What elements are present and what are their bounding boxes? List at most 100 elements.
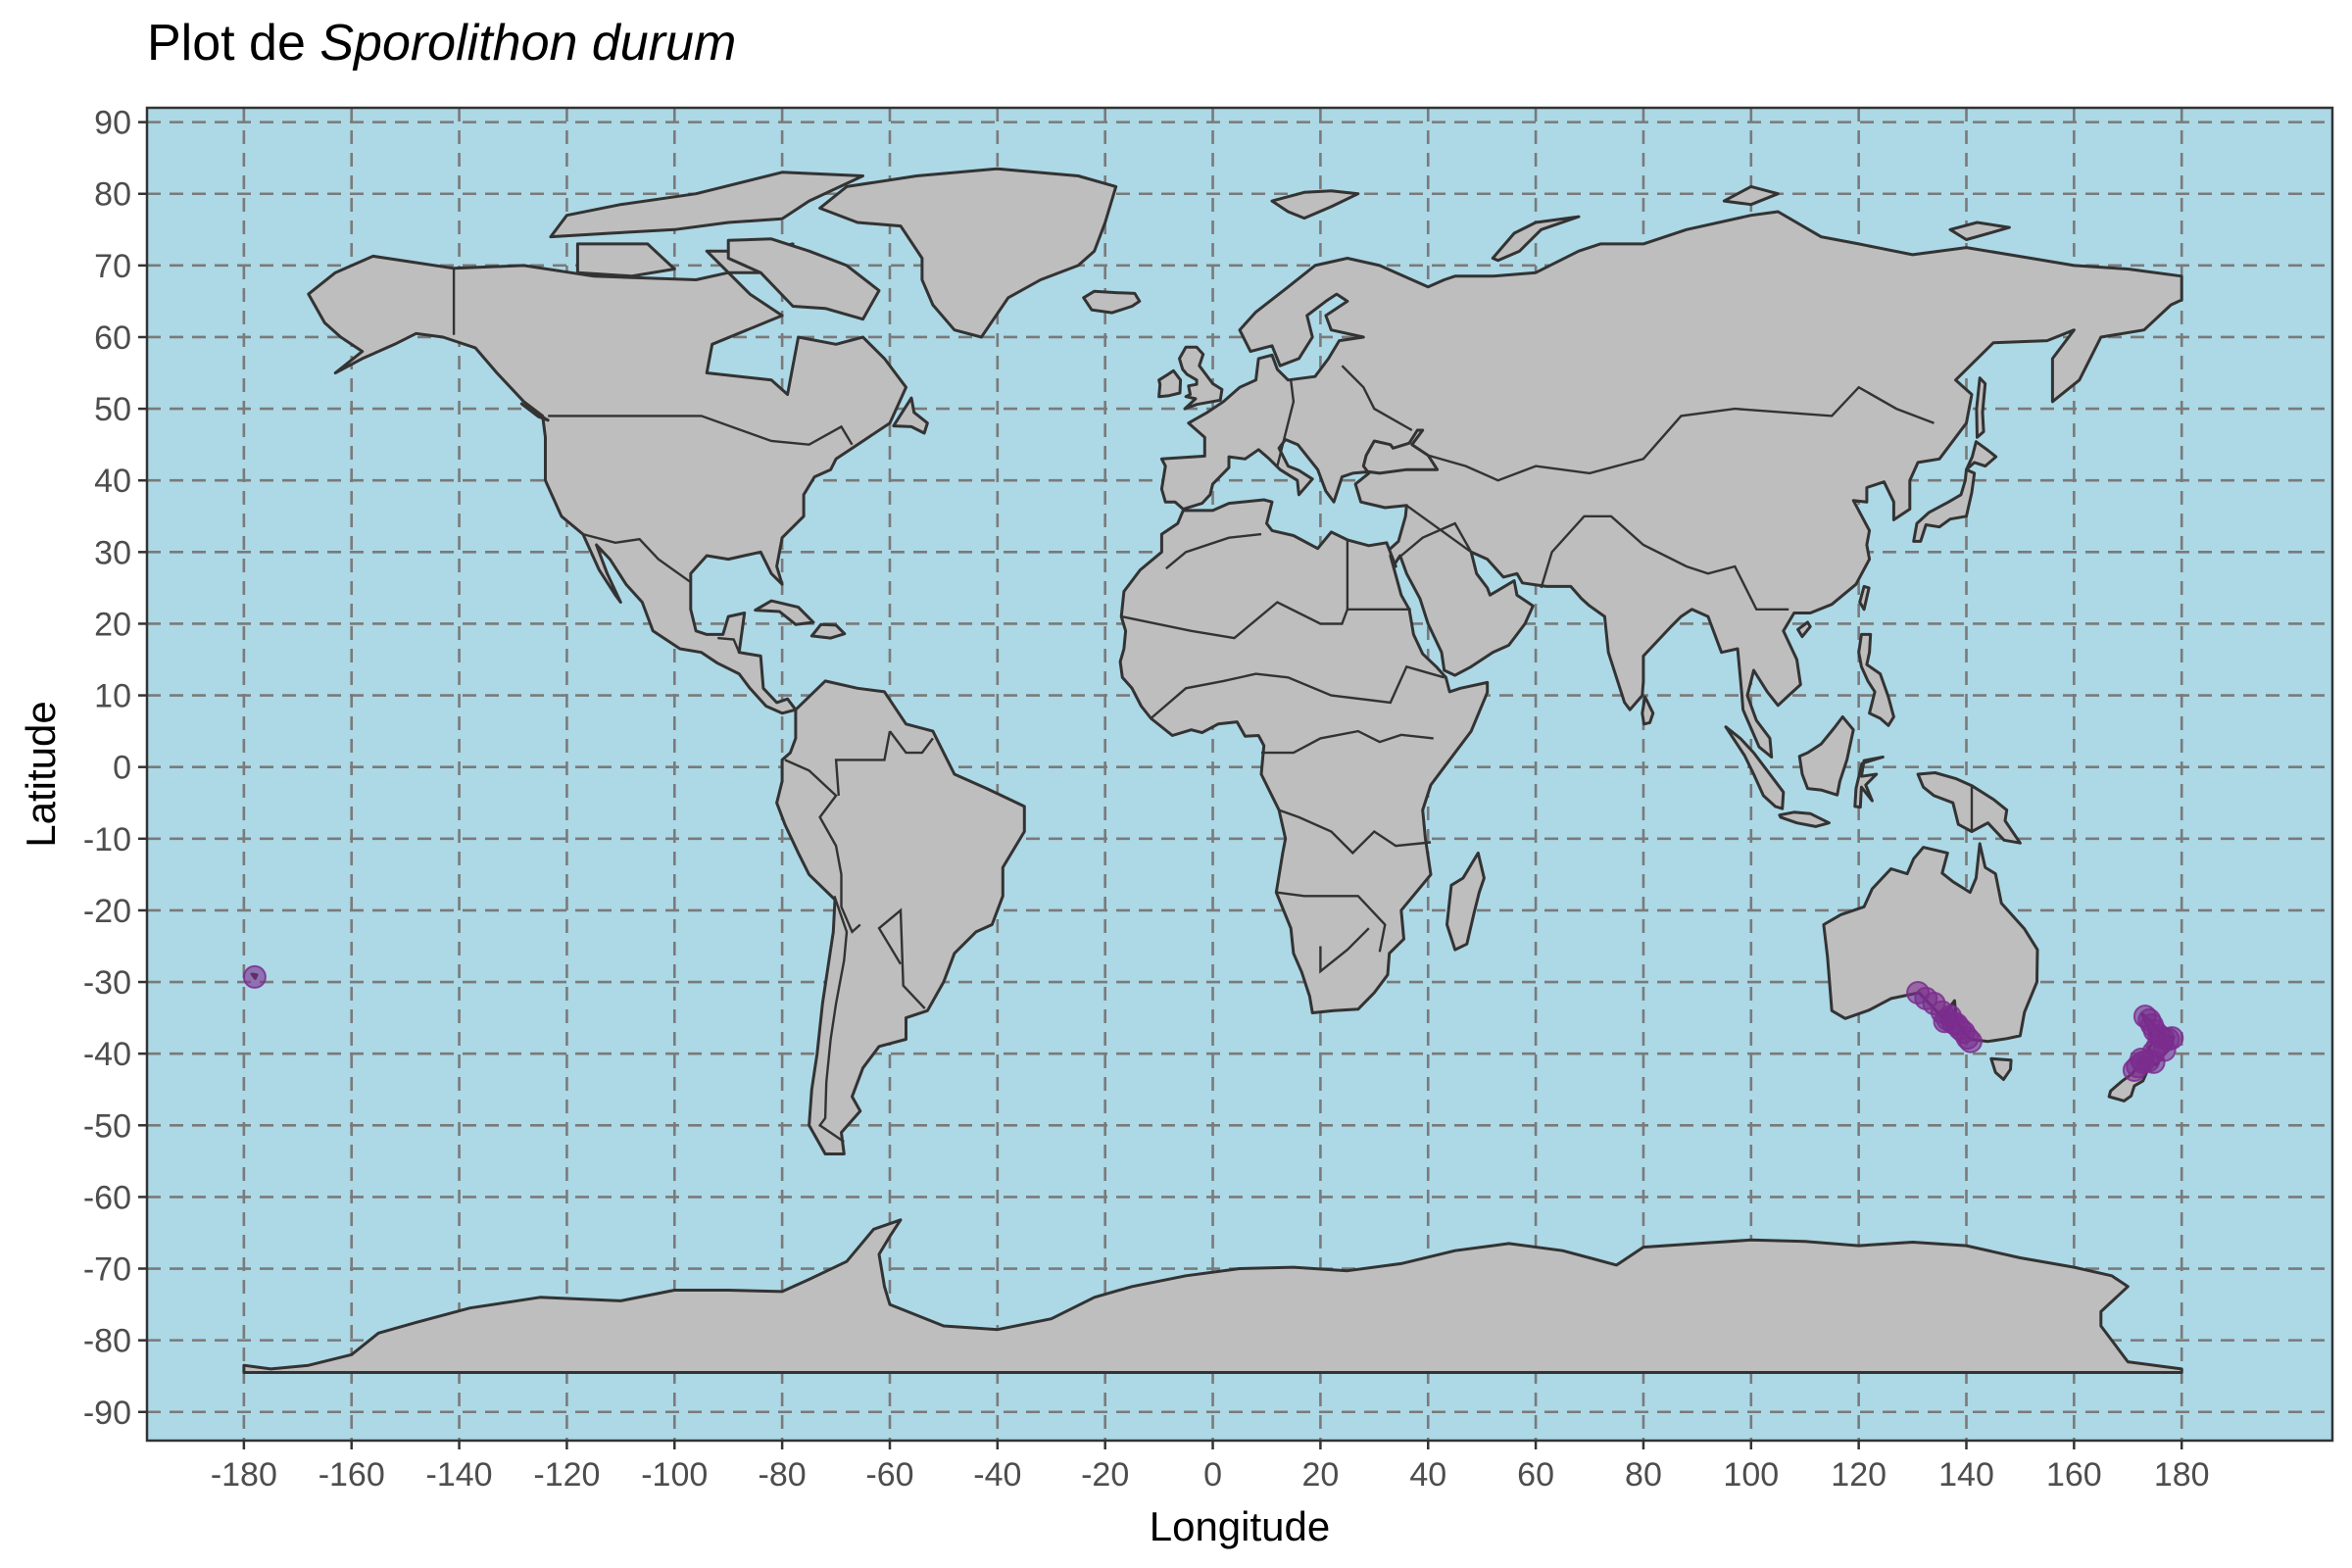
country-border [548,415,854,446]
y-tick-label: -10 [83,821,131,858]
country-border [1120,601,1349,640]
country-border [1165,532,1262,570]
y-tick-label: -80 [83,1323,131,1360]
land-vancouver-island [519,402,550,422]
y-tick-label: -20 [83,893,131,930]
occurrence-point [242,964,267,989]
country-border [1276,891,1387,953]
land-severnaya-zemlya [1722,184,1780,207]
y-tick-label: -40 [83,1036,131,1073]
y-tick-label: 30 [94,534,131,571]
land-baffin-island [726,237,881,321]
land-java [1778,810,1831,828]
land-arctic-islands [549,171,864,239]
y-tick-label: -50 [83,1107,131,1145]
land-novaya-zemlya [1491,215,1581,263]
y-tick-label: -30 [83,964,131,1002]
title-species: Sporolithon durum [319,15,737,72]
y-tick-label: 50 [94,391,131,428]
land-sulawesi [1853,756,1885,809]
x-tick-label: -80 [759,1456,807,1494]
country-border [1341,365,1413,432]
land-iceland [1082,289,1142,315]
country-border [1427,385,1935,482]
y-axis-ticks: 90 80 70 60 50 40 30 20 10 0 -10 -20 -30 -40 -50 -60 -70… [83,105,147,1432]
country-border [1278,808,1432,856]
land-hokkaido [1965,440,1998,471]
land-taiwan [1858,584,1871,612]
panel-border [145,106,2334,1443]
x-tick-label: -180 [211,1456,277,1494]
land-africa [1118,498,1490,1014]
land-tasmania [1989,1056,2013,1081]
country-border [1261,729,1434,755]
x-tick-label: 80 [1625,1456,1662,1494]
x-tick-label: 160 [2046,1456,2102,1494]
y-tick-label: -90 [83,1395,131,1432]
y-tick-label: 10 [94,678,131,715]
country-border [889,730,934,755]
y-tick-label: 80 [94,176,131,214]
country-border [877,907,926,1009]
x-tick-label: -140 [426,1456,493,1494]
land-greenland [818,167,1118,339]
x-axis-ticks: -180 -160 -140 -120 -100 -80 -60 -40 -20 0 20 40 60 8… [211,1441,2210,1494]
land-sakhalin [1975,376,1987,439]
x-tick-label: 100 [1723,1456,1779,1494]
x-tick-label: 120 [1831,1456,1886,1494]
land-philippines [1857,632,1895,727]
y-tick-label: 0 [113,750,131,787]
country-border [1276,379,1296,466]
y-axis-title: Latitude [18,701,64,847]
land-sri-lanka [1641,695,1655,726]
title-prefix: Plot de [147,15,320,72]
land-ireland [1157,368,1183,399]
x-tick-label: 140 [1938,1456,1994,1494]
page-title: Plot de Sporolithon durum [147,14,736,73]
x-tick-label: 20 [1301,1456,1339,1494]
land-svalbard [1270,189,1360,220]
land-hispaniola [809,622,847,640]
land-new-guinea [1916,771,2022,845]
occurrence-point [1938,1004,1962,1029]
country-border [1319,927,1370,974]
country-border [834,730,892,796]
y-tick-label: -60 [83,1179,131,1216]
x-tick-label: 40 [1409,1456,1446,1494]
country-border [717,636,741,654]
land-madagascar [1446,851,1486,952]
x-axis-title: Longitude [1150,1503,1331,1549]
x-tick-label: -60 [865,1456,913,1494]
land-great-britain [1178,345,1224,411]
y-tick-label: 60 [94,319,131,357]
land-japan [1912,467,1977,543]
y-tick-label: 20 [94,606,131,643]
x-tick-label: 0 [1203,1456,1222,1494]
land-hainan [1796,620,1812,639]
x-tick-label: -100 [641,1456,708,1494]
country-border [784,759,861,934]
x-tick-label: -40 [973,1456,1021,1494]
x-tick-label: 60 [1517,1456,1554,1494]
land-cuba [754,599,815,626]
occurrence-point [2152,1038,2177,1062]
land-antarctica [242,1218,2183,1374]
occurrence-points [242,964,2184,1082]
x-tick-label: -160 [318,1456,385,1494]
country-border [1150,664,1446,719]
country-border [1540,514,1789,611]
landmasses [242,167,2183,1374]
occurrence-point [1958,1029,1983,1054]
country-border [582,532,691,583]
country-border [817,895,849,1144]
land-eurasia [1159,210,2183,759]
y-tick-label: 70 [94,248,131,285]
land-sumatra [1724,725,1786,810]
land-new-siberian-islands [1948,220,2011,241]
land-victoria-island [575,242,676,278]
y-tick-label: -70 [83,1251,131,1289]
country-border [1400,504,1473,557]
occurrence-point [2130,1048,2153,1071]
land-newfoundland [892,396,929,435]
